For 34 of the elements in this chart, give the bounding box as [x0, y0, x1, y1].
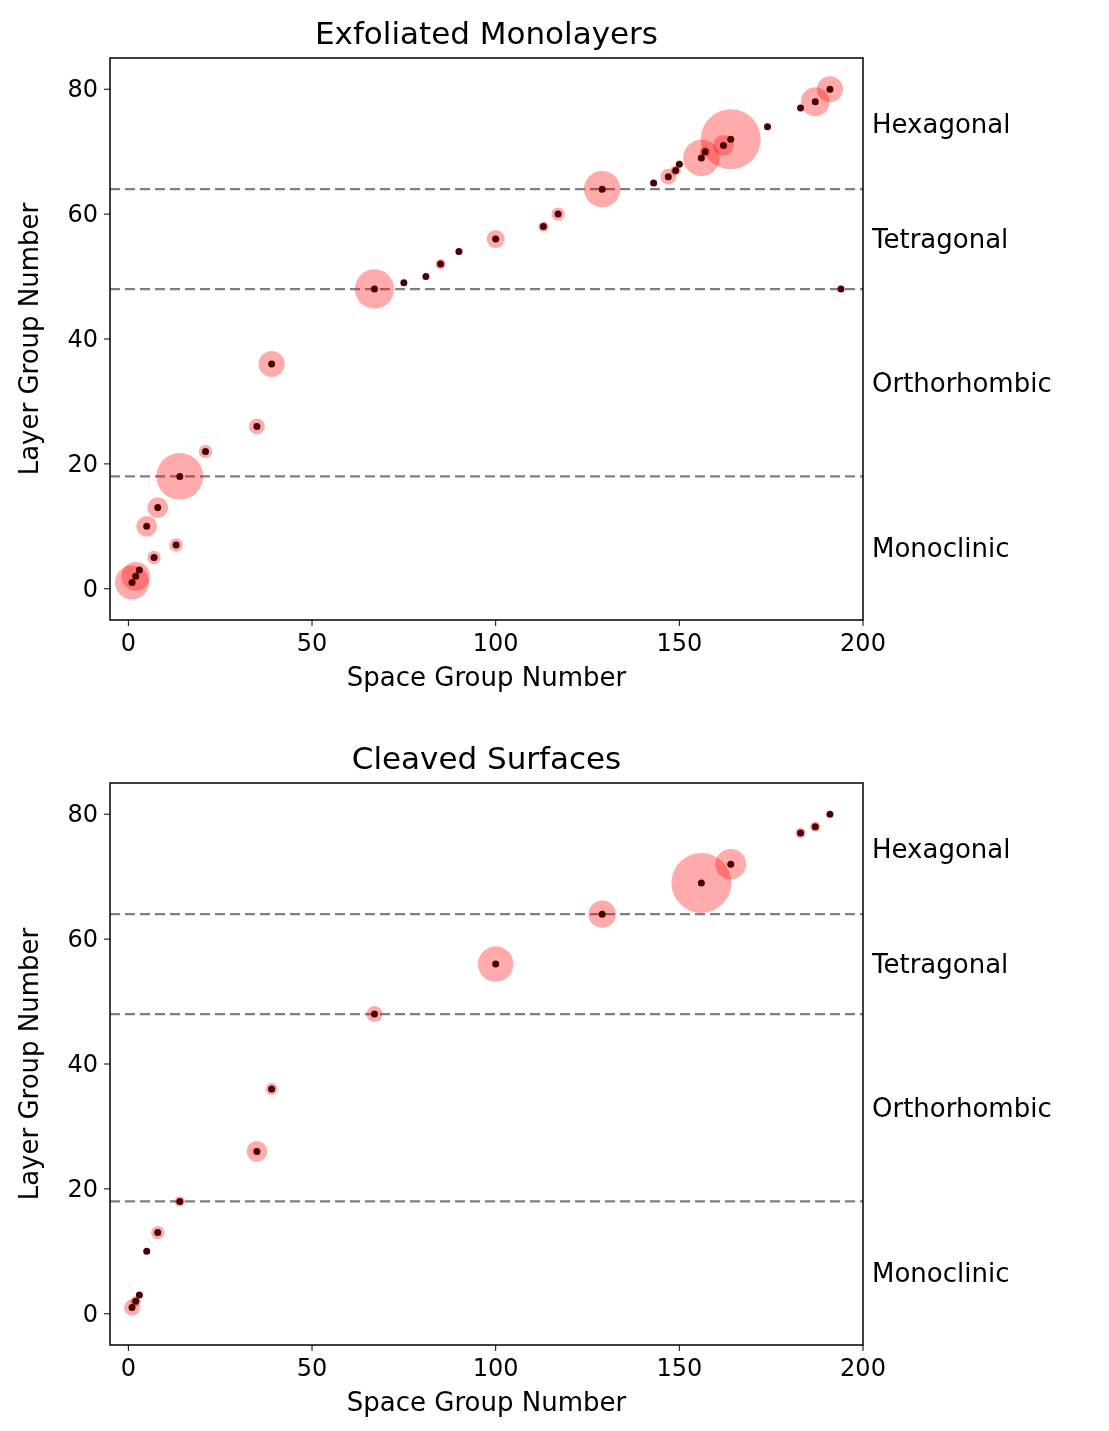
text: Monoclinic — [872, 533, 1010, 564]
y-axis-title: Layer Group Number — [14, 202, 44, 476]
text: Tetragonal — [871, 224, 1009, 255]
text: Monoclinic — [872, 1258, 1010, 1289]
x-tick-label: 50 — [296, 1354, 328, 1382]
x-tick-label: 50 — [296, 629, 328, 657]
y-tick-label: 0 — [82, 1299, 98, 1328]
chart-title: Cleaved Surfaces — [351, 740, 622, 776]
x-tick-label: 150 — [656, 1354, 703, 1382]
chart-title: Exfoliated Monolayers — [314, 15, 659, 51]
x-tick-label: 200 — [840, 629, 886, 657]
y-axis-title: Layer Group Number — [14, 927, 44, 1201]
x-axis-title: Space Group Number — [346, 1387, 627, 1417]
y-tick-label: 40 — [67, 1050, 98, 1078]
y-tick-label: 20 — [67, 1174, 98, 1203]
x-tick-label: 100 — [472, 1354, 519, 1382]
y-tick-label: 60 — [67, 925, 98, 954]
y-tick-label: 80 — [67, 800, 98, 829]
x-tick-label: 150 — [656, 629, 703, 657]
y-tick-label: 20 — [67, 449, 98, 478]
y-tick-label: 60 — [67, 200, 98, 229]
text: Orthorhombic — [872, 367, 1052, 398]
text: Hexagonal — [872, 108, 1011, 139]
x-axis-title: Space Group Number — [346, 662, 627, 692]
x-tick-label: 0 — [120, 629, 137, 657]
y-tick-label: 80 — [67, 75, 98, 104]
y-tick-label: 0 — [82, 574, 98, 603]
x-tick-label: 0 — [120, 1354, 137, 1382]
x-tick-label: 200 — [840, 1354, 886, 1382]
text: Orthorhombic — [872, 1092, 1052, 1123]
text: Hexagonal — [872, 833, 1011, 864]
y-tick-label: 40 — [67, 325, 98, 353]
text: Tetragonal — [871, 949, 1009, 980]
x-tick-label: 100 — [472, 629, 519, 657]
